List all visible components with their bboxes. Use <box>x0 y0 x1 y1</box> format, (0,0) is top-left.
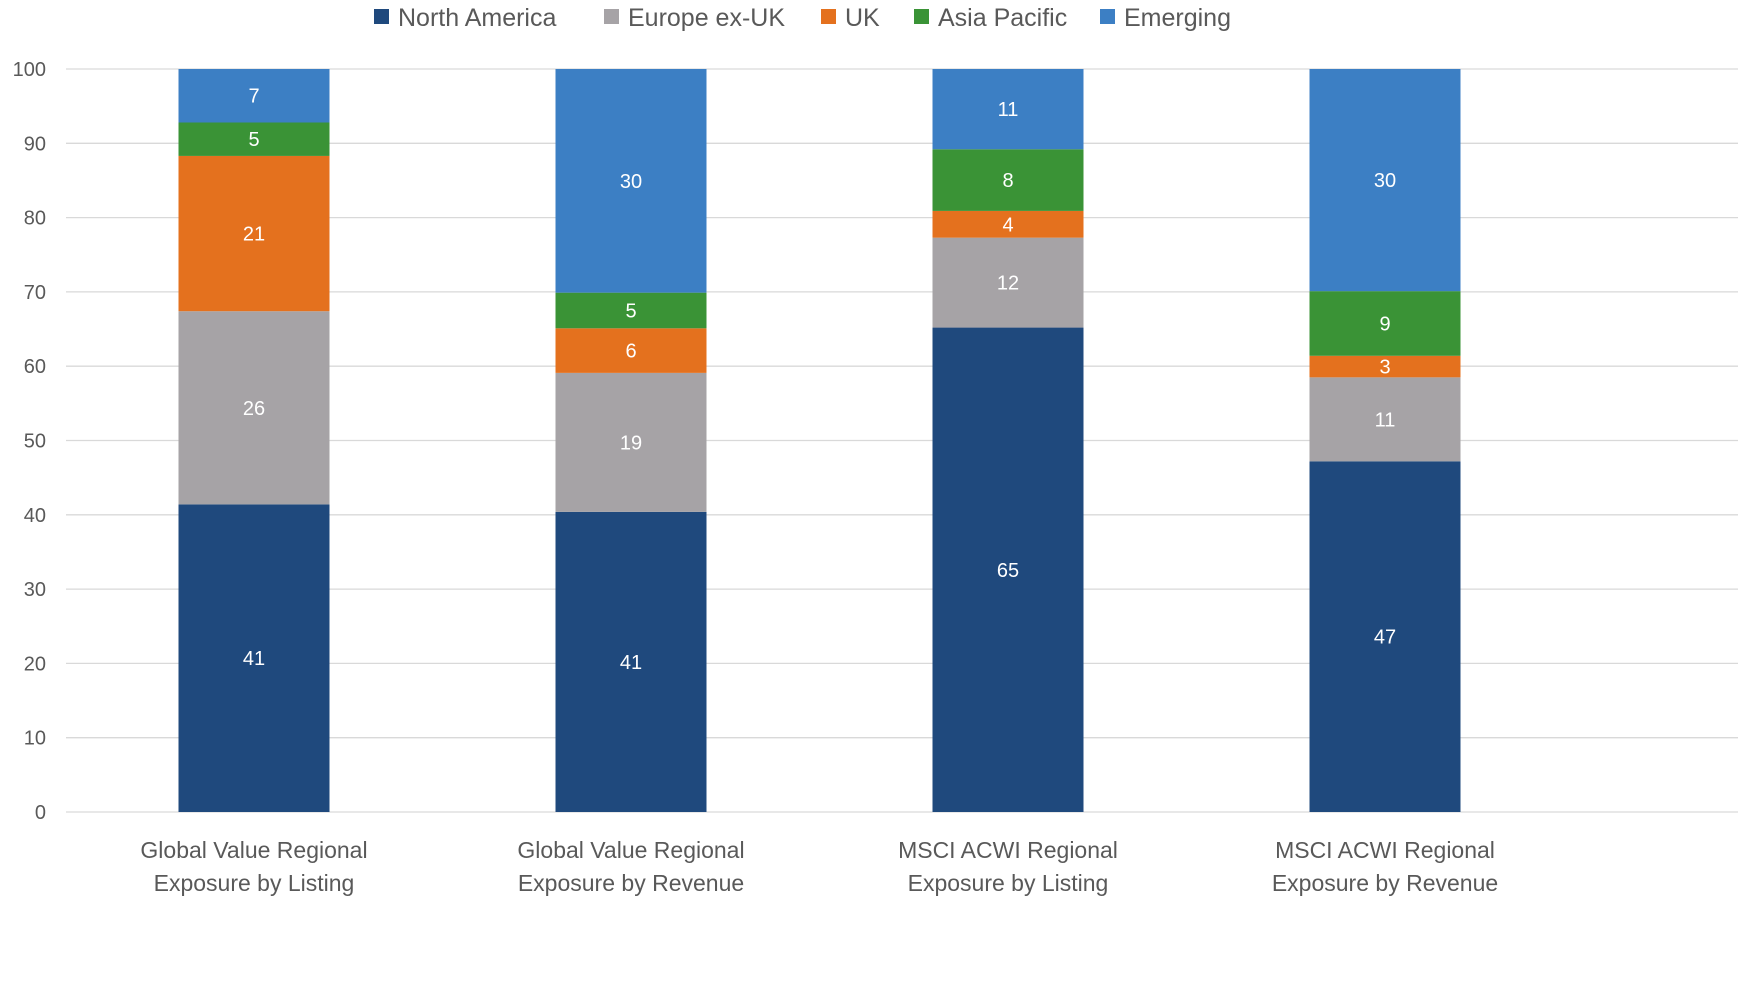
data-label: 19 <box>620 432 642 454</box>
y-tick-label: 80 <box>24 208 46 230</box>
bar-segment[interactable] <box>932 237 1084 328</box>
legend-item[interactable]: Asia Pacific <box>914 4 1067 32</box>
data-label: 26 <box>243 398 265 420</box>
y-tick-label: 20 <box>24 653 46 675</box>
data-label: 3 <box>1379 357 1390 379</box>
legend-item[interactable]: Europe ex-UK <box>604 4 785 32</box>
data-label: 47 <box>1374 627 1396 649</box>
data-label: 65 <box>997 560 1019 582</box>
data-label: 11 <box>998 99 1019 121</box>
y-tick-label: 30 <box>24 579 46 601</box>
legend-label: Asia Pacific <box>938 4 1067 32</box>
y-tick-label: 60 <box>24 356 46 378</box>
bar-segment[interactable] <box>1309 69 1461 292</box>
legend-label: Emerging <box>1124 4 1231 32</box>
legend-label: Europe ex-UK <box>628 4 785 32</box>
data-label: 5 <box>248 129 259 151</box>
legend-swatch <box>374 9 389 24</box>
x-tick-label: Exposure by Revenue <box>1272 870 1498 896</box>
legend-item[interactable]: UK <box>821 4 880 32</box>
bar-segment[interactable] <box>1309 291 1461 356</box>
legend-label: UK <box>845 4 880 32</box>
bar-segment[interactable] <box>555 69 707 293</box>
data-label: 5 <box>625 300 636 322</box>
y-tick-label: 40 <box>24 505 46 527</box>
bar-segment[interactable] <box>555 328 707 373</box>
legend-swatch <box>604 9 619 24</box>
data-label: 8 <box>1002 170 1013 192</box>
bar-segment[interactable] <box>555 292 707 329</box>
bar-segment[interactable] <box>932 149 1084 211</box>
bar-segment[interactable] <box>1309 377 1461 462</box>
bar-segment[interactable] <box>178 311 330 505</box>
x-tick-label: MSCI ACWI Regional <box>898 837 1118 863</box>
data-label: 12 <box>997 273 1019 295</box>
bar-segment[interactable] <box>178 122 330 156</box>
bar-segment[interactable] <box>932 327 1084 812</box>
y-tick-label: 0 <box>35 802 46 824</box>
y-tick-label: 50 <box>24 431 46 453</box>
bar-segment[interactable] <box>932 69 1084 150</box>
legend-swatch <box>914 9 929 24</box>
data-label: 9 <box>1379 313 1390 335</box>
data-label: 30 <box>620 171 642 193</box>
data-label: 6 <box>625 341 636 363</box>
bars <box>178 69 1461 812</box>
y-tick-label: 70 <box>24 282 46 304</box>
y-axis-ticks: 0 10 20 30 40 50 60 70 80 90 100 <box>13 59 46 824</box>
legend-label: North America <box>398 4 556 32</box>
bar-segment[interactable] <box>178 69 330 123</box>
data-label: 41 <box>243 648 265 670</box>
x-tick-label: Global Value Regional <box>140 837 367 863</box>
legend-swatch <box>1100 9 1115 24</box>
bar-segment[interactable] <box>1309 355 1461 378</box>
legend-item[interactable]: Emerging <box>1100 4 1231 32</box>
x-tick-label: Global Value Regional <box>517 837 744 863</box>
x-tick-label: MSCI ACWI Regional <box>1275 837 1495 863</box>
data-label: 41 <box>620 652 642 674</box>
bar-segment[interactable] <box>178 504 330 812</box>
bar-segment[interactable] <box>178 155 330 312</box>
data-label: 11 <box>1375 409 1396 431</box>
data-label: 7 <box>248 86 259 108</box>
legend: North America Europe ex-UK UK Asia Pacific E… <box>374 4 1231 32</box>
legend-item[interactable]: North America <box>374 4 556 32</box>
legend-swatch <box>821 9 836 24</box>
x-axis-labels: Global Value Regional Exposure by Listing… <box>140 837 1498 896</box>
bar-segment[interactable] <box>1309 461 1461 812</box>
y-tick-label: 100 <box>13 59 46 81</box>
data-label: 21 <box>243 224 265 246</box>
bar-segment[interactable] <box>555 511 707 812</box>
x-tick-label: Exposure by Listing <box>908 870 1109 896</box>
bar-segment[interactable] <box>932 210 1084 238</box>
data-label: 4 <box>1002 214 1013 236</box>
data-label: 30 <box>1374 170 1396 192</box>
bar-segment[interactable] <box>555 372 707 512</box>
y-tick-label: 90 <box>24 133 46 155</box>
x-tick-label: Exposure by Listing <box>154 870 355 896</box>
x-tick-label: Exposure by Revenue <box>518 870 744 896</box>
y-tick-label: 10 <box>24 728 46 750</box>
